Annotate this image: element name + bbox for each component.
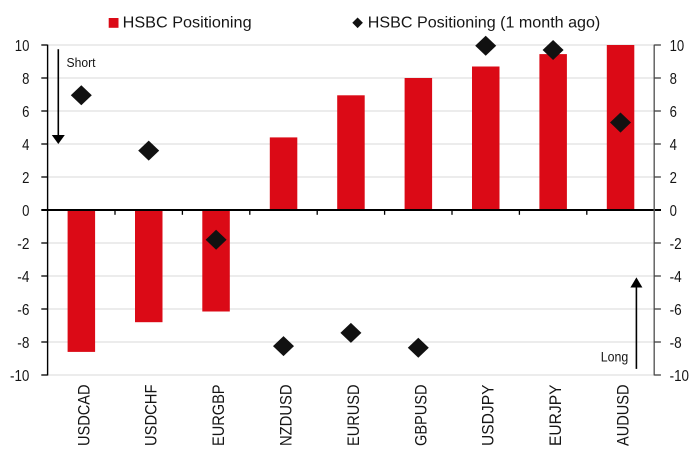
svg-text:AUDUSD: AUDUSD — [614, 385, 633, 447]
svg-text:-2: -2 — [17, 236, 29, 253]
svg-text:6: 6 — [22, 104, 29, 121]
svg-text:10: 10 — [15, 38, 30, 55]
svg-text:USDJPY: USDJPY — [479, 385, 498, 447]
svg-text:-4: -4 — [17, 269, 29, 286]
svg-text:HSBC Positioning: HSBC Positioning — [123, 14, 252, 31]
svg-text:GBPUSD: GBPUSD — [411, 385, 430, 447]
svg-text:-2: -2 — [670, 236, 682, 253]
svg-text:-6: -6 — [670, 302, 682, 319]
svg-text:2: 2 — [22, 170, 29, 187]
svg-text:0: 0 — [670, 203, 677, 220]
svg-text:2: 2 — [670, 170, 677, 187]
svg-text:4: 4 — [670, 137, 677, 154]
svg-text:0: 0 — [22, 203, 29, 220]
svg-text:8: 8 — [22, 71, 29, 88]
svg-text:Long: Long — [601, 348, 629, 364]
svg-text:-8: -8 — [17, 335, 29, 352]
svg-text:6: 6 — [670, 104, 677, 121]
svg-text:-10: -10 — [10, 368, 29, 385]
svg-text:NZDUSD: NZDUSD — [277, 385, 296, 447]
svg-text:4: 4 — [22, 137, 29, 154]
svg-text:-4: -4 — [670, 269, 682, 286]
svg-text:10: 10 — [670, 38, 685, 55]
svg-text:EURJPY: EURJPY — [546, 385, 565, 447]
svg-text:EURGBP: EURGBP — [209, 385, 228, 447]
svg-text:USDCAD: USDCAD — [74, 385, 93, 447]
svg-text:-8: -8 — [670, 335, 682, 352]
svg-text:USDCHF: USDCHF — [142, 385, 161, 447]
svg-text:HSBC Positioning (1 month ago): HSBC Positioning (1 month ago) — [368, 14, 601, 31]
svg-text:8: 8 — [670, 71, 677, 88]
svg-text:EURUSD: EURUSD — [344, 385, 363, 447]
svg-text:-6: -6 — [17, 302, 29, 319]
svg-text:-10: -10 — [670, 368, 689, 385]
svg-text:Short: Short — [67, 55, 96, 70]
